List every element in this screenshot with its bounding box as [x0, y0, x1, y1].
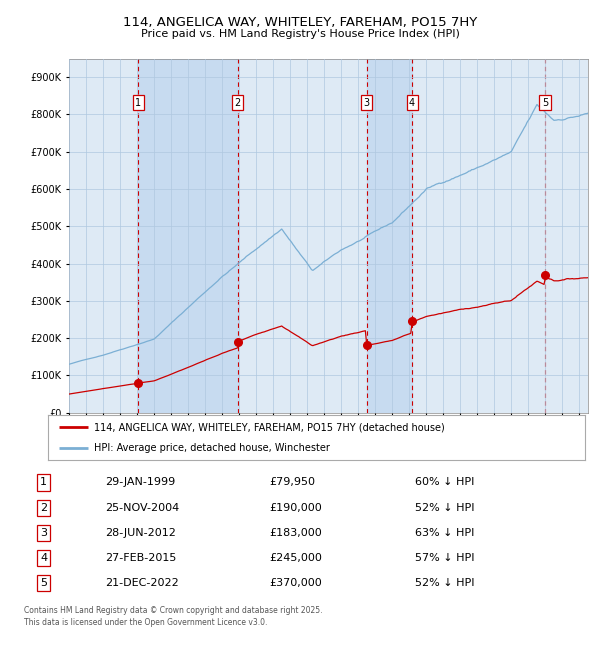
Text: 4: 4	[409, 98, 415, 108]
Text: 28-JUN-2012: 28-JUN-2012	[105, 528, 176, 538]
Text: 25-NOV-2004: 25-NOV-2004	[105, 502, 179, 513]
Text: 57% ↓ HPI: 57% ↓ HPI	[415, 553, 474, 563]
Text: 114, ANGELICA WAY, WHITELEY, FAREHAM, PO15 7HY: 114, ANGELICA WAY, WHITELEY, FAREHAM, PO…	[123, 16, 477, 29]
Bar	[139, 58, 238, 413]
Text: 5: 5	[40, 578, 47, 588]
Text: 2: 2	[235, 98, 241, 108]
Text: 63% ↓ HPI: 63% ↓ HPI	[415, 528, 474, 538]
Text: £190,000: £190,000	[269, 502, 322, 513]
Text: £183,000: £183,000	[269, 528, 322, 538]
Text: 27-FEB-2015: 27-FEB-2015	[105, 553, 176, 563]
Text: £245,000: £245,000	[269, 553, 322, 563]
Text: 1: 1	[136, 98, 142, 108]
Text: 2: 2	[40, 502, 47, 513]
Text: 52% ↓ HPI: 52% ↓ HPI	[415, 502, 474, 513]
Text: 114, ANGELICA WAY, WHITELEY, FAREHAM, PO15 7HY (detached house): 114, ANGELICA WAY, WHITELEY, FAREHAM, PO…	[94, 422, 445, 432]
Text: £79,950: £79,950	[269, 478, 316, 488]
Text: Contains HM Land Registry data © Crown copyright and database right 2025.
This d: Contains HM Land Registry data © Crown c…	[24, 606, 323, 627]
Text: 4: 4	[40, 553, 47, 563]
Text: 3: 3	[40, 528, 47, 538]
Text: Price paid vs. HM Land Registry's House Price Index (HPI): Price paid vs. HM Land Registry's House …	[140, 29, 460, 39]
Bar	[367, 58, 412, 413]
Text: HPI: Average price, detached house, Winchester: HPI: Average price, detached house, Winc…	[94, 443, 329, 452]
Text: 3: 3	[364, 98, 370, 108]
Text: £370,000: £370,000	[269, 578, 322, 588]
Text: 5: 5	[542, 98, 548, 108]
Text: 29-JAN-1999: 29-JAN-1999	[105, 478, 175, 488]
Text: 52% ↓ HPI: 52% ↓ HPI	[415, 578, 474, 588]
Text: 1: 1	[40, 478, 47, 488]
Text: 60% ↓ HPI: 60% ↓ HPI	[415, 478, 474, 488]
Text: 21-DEC-2022: 21-DEC-2022	[105, 578, 179, 588]
